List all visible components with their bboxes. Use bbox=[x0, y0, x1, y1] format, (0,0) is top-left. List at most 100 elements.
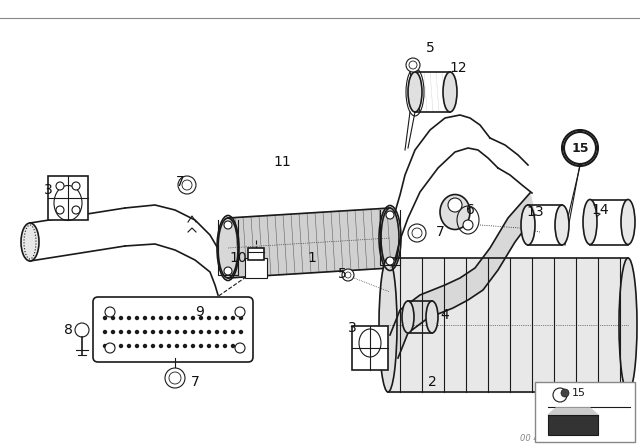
Circle shape bbox=[224, 221, 232, 229]
Circle shape bbox=[72, 206, 80, 214]
Text: 14: 14 bbox=[591, 203, 609, 217]
Bar bbox=[48, 176, 88, 220]
Circle shape bbox=[463, 220, 473, 230]
Circle shape bbox=[175, 345, 179, 348]
Circle shape bbox=[200, 331, 202, 333]
Text: 11: 11 bbox=[273, 155, 291, 169]
Circle shape bbox=[232, 316, 234, 319]
Bar bbox=[248, 248, 264, 260]
Bar bbox=[535, 382, 635, 442]
Text: 15: 15 bbox=[572, 142, 589, 155]
Circle shape bbox=[105, 343, 115, 353]
Circle shape bbox=[239, 316, 243, 319]
Circle shape bbox=[412, 228, 422, 238]
Circle shape bbox=[200, 345, 202, 348]
Text: 3: 3 bbox=[44, 183, 52, 197]
Ellipse shape bbox=[621, 199, 635, 245]
Circle shape bbox=[104, 316, 106, 319]
Circle shape bbox=[239, 345, 243, 348]
Text: 15: 15 bbox=[572, 388, 586, 398]
Circle shape bbox=[564, 132, 596, 164]
Circle shape bbox=[342, 269, 354, 281]
Circle shape bbox=[345, 272, 351, 278]
Circle shape bbox=[191, 345, 195, 348]
Circle shape bbox=[136, 316, 138, 319]
Circle shape bbox=[143, 345, 147, 348]
Circle shape bbox=[111, 345, 115, 348]
Circle shape bbox=[56, 206, 64, 214]
Circle shape bbox=[111, 331, 115, 333]
Circle shape bbox=[175, 331, 179, 333]
Polygon shape bbox=[548, 408, 598, 415]
Circle shape bbox=[223, 345, 227, 348]
Circle shape bbox=[235, 307, 245, 317]
Circle shape bbox=[191, 316, 195, 319]
Circle shape bbox=[127, 345, 131, 348]
Text: 9: 9 bbox=[196, 305, 204, 319]
Polygon shape bbox=[388, 258, 628, 392]
Circle shape bbox=[232, 331, 234, 333]
Circle shape bbox=[127, 331, 131, 333]
Text: 15: 15 bbox=[572, 142, 589, 155]
Text: 5: 5 bbox=[426, 41, 435, 55]
Circle shape bbox=[406, 58, 420, 72]
Circle shape bbox=[168, 331, 170, 333]
Text: 12: 12 bbox=[449, 61, 467, 75]
Text: 3: 3 bbox=[348, 321, 356, 335]
Text: 6: 6 bbox=[465, 203, 474, 217]
Ellipse shape bbox=[583, 199, 597, 245]
Circle shape bbox=[232, 345, 234, 348]
Circle shape bbox=[152, 316, 154, 319]
Circle shape bbox=[561, 389, 569, 397]
Circle shape bbox=[184, 345, 186, 348]
Circle shape bbox=[207, 345, 211, 348]
Circle shape bbox=[182, 180, 192, 190]
Circle shape bbox=[159, 331, 163, 333]
Ellipse shape bbox=[619, 258, 637, 392]
Circle shape bbox=[152, 345, 154, 348]
Circle shape bbox=[136, 331, 138, 333]
Text: 10: 10 bbox=[229, 251, 247, 265]
Text: 2: 2 bbox=[428, 375, 436, 389]
Circle shape bbox=[56, 182, 64, 190]
Circle shape bbox=[75, 323, 89, 337]
Circle shape bbox=[120, 316, 122, 319]
Ellipse shape bbox=[379, 258, 397, 392]
Ellipse shape bbox=[426, 301, 438, 333]
Text: 8: 8 bbox=[63, 323, 72, 337]
Circle shape bbox=[159, 316, 163, 319]
Circle shape bbox=[72, 182, 80, 190]
Circle shape bbox=[553, 388, 567, 402]
Circle shape bbox=[409, 61, 417, 69]
Ellipse shape bbox=[443, 72, 457, 112]
FancyBboxPatch shape bbox=[93, 297, 253, 362]
Circle shape bbox=[104, 345, 106, 348]
Circle shape bbox=[448, 198, 462, 212]
Circle shape bbox=[224, 267, 232, 275]
Polygon shape bbox=[390, 193, 535, 358]
Text: 13: 13 bbox=[526, 205, 544, 219]
Circle shape bbox=[386, 257, 394, 265]
Text: 7: 7 bbox=[436, 225, 444, 239]
Circle shape bbox=[191, 331, 195, 333]
Circle shape bbox=[159, 345, 163, 348]
Bar bbox=[245, 258, 267, 278]
Circle shape bbox=[408, 224, 426, 242]
Ellipse shape bbox=[218, 218, 238, 278]
Text: 1: 1 bbox=[308, 251, 316, 265]
Ellipse shape bbox=[381, 208, 399, 268]
Circle shape bbox=[175, 316, 179, 319]
Circle shape bbox=[136, 345, 138, 348]
Circle shape bbox=[152, 331, 154, 333]
Circle shape bbox=[223, 331, 227, 333]
Text: 00 43239: 00 43239 bbox=[520, 434, 560, 443]
Circle shape bbox=[562, 130, 598, 166]
Ellipse shape bbox=[402, 301, 414, 333]
Circle shape bbox=[111, 316, 115, 319]
Circle shape bbox=[120, 345, 122, 348]
Circle shape bbox=[184, 316, 186, 319]
Circle shape bbox=[239, 331, 243, 333]
Circle shape bbox=[143, 331, 147, 333]
Circle shape bbox=[168, 316, 170, 319]
Circle shape bbox=[200, 316, 202, 319]
